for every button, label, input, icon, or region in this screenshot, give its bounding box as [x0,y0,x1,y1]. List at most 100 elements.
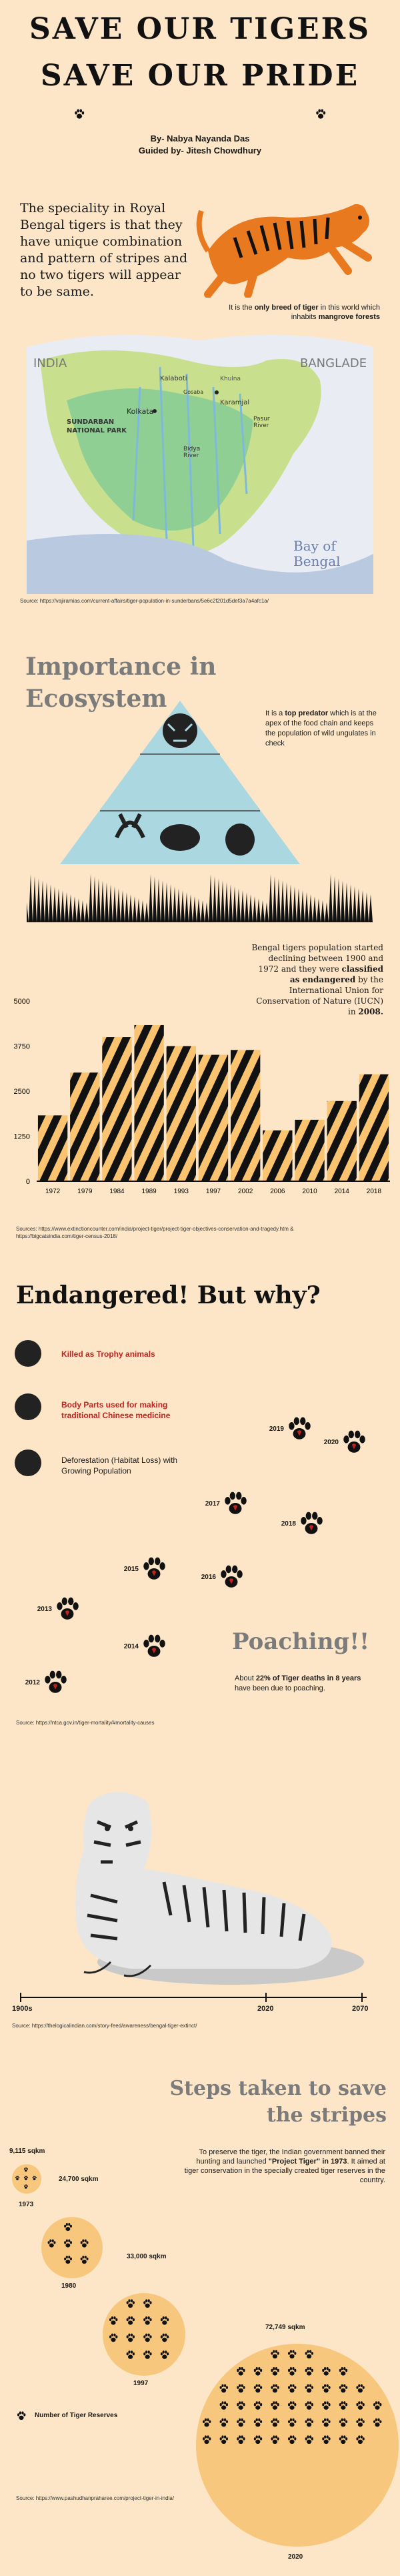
ecosystem-heading: Importance in Ecosystem [25,653,217,713]
reserve-year: 1997 [133,2380,149,2387]
reserves-legend: Number of Tiger Reserves [35,2412,118,2419]
paw-icon [16,2410,27,2421]
y-tick-label: 3750 [14,1043,30,1051]
y-tick-label: 2500 [14,1088,30,1096]
trophy-icon [15,1340,41,1367]
bar-1972 [37,1115,68,1181]
steps-text: To preserve the tiger, the Indian govern… [184,2148,385,2184]
x-tick-label: 1993 [174,1188,189,1195]
year-label: 2012 [25,1679,40,1686]
reason-medicine: Body Parts used for making traditional C… [61,1400,171,1420]
svg-text:Kalaboti: Kalaboti [160,375,187,382]
reserve-year: 1980 [61,2282,77,2290]
reserve-year: 2020 [288,2553,303,2561]
reserve-paws [203,2350,382,2444]
svg-text:Bengal: Bengal [293,553,341,569]
reserve-area: 24,700 sqkm [59,2176,99,2183]
grass-silhouette [27,874,373,922]
svg-text:River: River [253,422,269,429]
year-label: 2020 [323,1439,339,1446]
paw-2019-icon [285,1415,313,1443]
paw-icon [315,108,327,120]
reserve-circle-1997 [103,2293,185,2376]
year-label: 2014 [123,1643,139,1650]
reserve-paws [47,2223,89,2264]
year-label: 2015 [123,1566,139,1573]
year-label: 2013 [37,1606,52,1613]
svg-text:BANGLADE: BANGLADE [300,356,367,370]
paw-2016-icon [217,1563,245,1591]
reserve-area: 33,000 sqkm [127,2253,167,2260]
bar-2002 [231,1050,261,1181]
timeline-end: 2070 [352,2005,369,2013]
reclining-tiger-illustration [75,1792,364,1985]
reserve-circle-1980 [41,2217,103,2278]
x-tick-label: 2010 [302,1188,317,1195]
author: By- Nabya Nayanda Das [150,133,250,143]
reserve-paws [109,2299,169,2359]
paw-2020-icon [340,1428,368,1456]
x-tick-label: 1984 [109,1188,125,1195]
guide: Guided by- Jitesh Chowdhury [138,145,262,155]
paw-2017-icon [221,1490,249,1518]
title-line2: SAVE OUR PRIDE [40,59,360,93]
x-tick-label: 2018 [367,1188,382,1195]
deforestation-icon [15,1450,41,1476]
ecosystem-text: It is a top predator which is at the ape… [265,709,377,747]
paw-2012-icon [41,1668,69,1696]
timeline-mid: 2020 [257,2005,274,2013]
year-label: 2018 [281,1520,296,1528]
y-tick-label: 1250 [14,1133,30,1141]
title-line1: SAVE OUR TIGERS [29,12,371,46]
paw-2014-icon [140,1632,168,1660]
timeline-axis [20,1997,367,1998]
svg-text:Gosaba: Gosaba [183,389,203,395]
reserve-area: 72,749 sqkm [265,2324,305,2331]
endangered-heading: Endangered! But why? [16,1281,321,1309]
intro-source: Source: https://vajiramias.com/current-a… [20,598,269,604]
paw-2018-icon [297,1510,325,1538]
svg-text:INDIA: INDIA [33,356,67,370]
svg-text:Bidya: Bidya [183,446,200,452]
reserve-circle-2020 [196,2344,399,2547]
poaching-heading: Poaching!! [232,1628,370,1655]
poaching-text: About 22% of Tiger deaths in 8 years hav… [235,1674,361,1692]
reserve-year: 1973 [19,2201,34,2208]
year-label: 2016 [201,1574,216,1581]
svg-text:NATIONAL PARK: NATIONAL PARK [67,427,127,434]
svg-text:Bay of: Bay of [293,538,337,554]
x-tick-label: 1979 [77,1188,93,1195]
x-tick-label: 2014 [335,1188,350,1195]
year-label: 2019 [269,1425,284,1433]
svg-text:Khulna: Khulna [220,376,241,382]
svg-text:SUNDARBAN: SUNDARBAN [67,418,114,426]
bar-1989 [134,1024,164,1181]
medicine-icon [15,1393,41,1420]
leaping-tiger-illustration [196,204,372,298]
timeline-start: 1900s [12,2005,33,2013]
svg-text:Pasur: Pasur [253,416,270,422]
timeline-source: Source: https://thelogicalindian.com/sto… [12,2023,197,2029]
reason-trophy: Killed as Trophy animals [61,1349,155,1359]
sundarban-map: INDIA BANGLADE SUNDARBAN NATIONAL PARK K… [27,335,373,594]
breed-text: It is the only breed of tiger in this wo… [229,304,380,321]
bar-2018 [359,1074,389,1181]
paw-2015-icon [140,1555,168,1583]
reserve-area: 9,115 sqkm [9,2148,45,2155]
year-label: 2017 [205,1500,220,1508]
poaching-source: Source: https://ntca.gov.in/tiger-mortal… [16,1720,155,1726]
paw-icon [73,108,85,120]
reserve-paws [15,2167,37,2189]
bar-1979 [70,1072,100,1181]
speciality-text: The speciality in Royal Bengal tigers is… [20,201,188,299]
y-tick-label: 5000 [14,998,30,1006]
x-tick-label: 1972 [45,1188,61,1195]
x-tick-label: 1989 [142,1188,157,1195]
svg-text:Karamjal: Karamjal [220,399,249,406]
steps-heading-line1: Steps taken to save [169,2077,387,2100]
x-tick-label: 2006 [270,1188,285,1195]
reason-deforestation: Deforestation (Habitat Loss) with Growin… [61,1456,178,1476]
bar-2014 [327,1100,357,1181]
bar-1984 [102,1037,132,1181]
x-tick-label: 1997 [206,1188,221,1195]
